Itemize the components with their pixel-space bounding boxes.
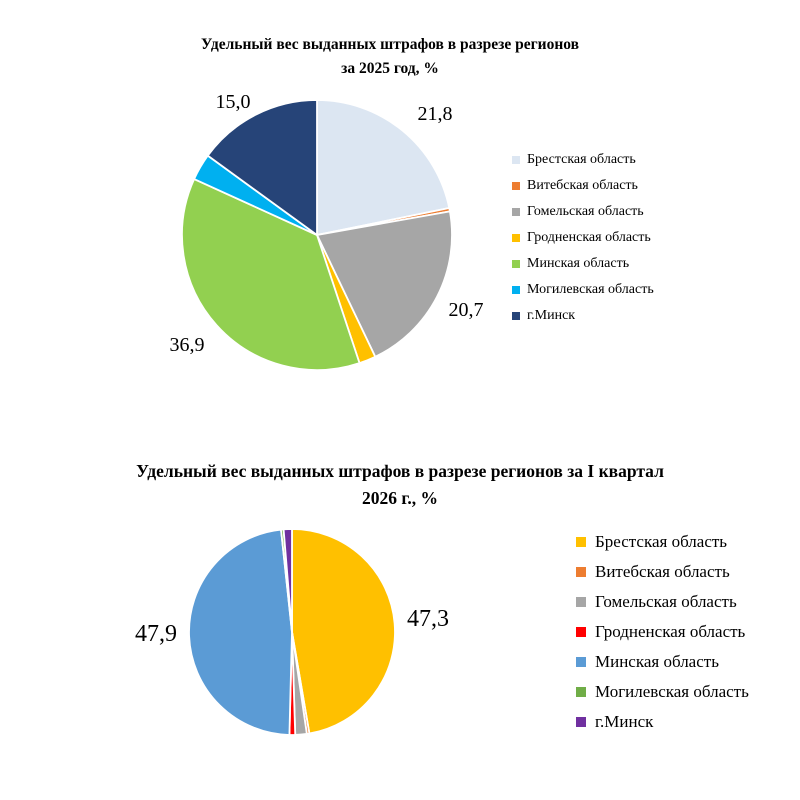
legend-item: г.Минск [512, 303, 654, 329]
legend-item: Гомельская область [512, 199, 654, 225]
legend-label: Витебская область [595, 562, 730, 581]
legend-item: Минская область [576, 647, 749, 677]
legend-label: Гомельская область [595, 592, 737, 611]
legend-item: Гродненская область [576, 617, 749, 647]
pie-slice-5 [181, 178, 361, 371]
legend-marker-icon [512, 286, 520, 294]
legend-label: Гродненская область [527, 230, 651, 245]
pie-slice-3 [316, 210, 453, 358]
legend-item: Витебская область [576, 557, 749, 587]
legend-marker-icon [576, 657, 586, 667]
legend-label: Могилевская область [595, 682, 749, 701]
legend-marker-icon [512, 234, 520, 242]
chart-title-line: Удельный вес выданных штрафов в разрезе … [136, 460, 664, 481]
pie-slice-5 [188, 528, 293, 736]
legend-item: Брестская область [512, 147, 654, 173]
legend-item: Гродненская область [512, 225, 654, 251]
legend-item: Минская область [512, 251, 654, 277]
legend-marker-icon [512, 208, 520, 216]
chart-title-q1-2026: Удельный вес выданных штрафов в разрезе … [50, 458, 750, 512]
pie-q1-2026 [188, 528, 396, 736]
legend-2025: Брестская область Витебская область Гомель… [512, 147, 654, 329]
pie-plot-area-2025 [179, 97, 455, 373]
legend-item: Могилевская область [576, 677, 749, 707]
chart-title-line: Удельный вес выданных штрафов в разрезе … [201, 35, 579, 53]
data-label: 47,9 [135, 621, 177, 647]
pie-slice-7 [206, 99, 318, 236]
legend-marker-icon [576, 627, 586, 637]
legend-marker-icon [576, 717, 586, 727]
legend-marker-icon [576, 537, 586, 547]
legend-item: Могилевская область [512, 277, 654, 303]
legend-item: Брестская область [576, 527, 749, 557]
pie-slice-7 [282, 528, 293, 633]
data-label: 21,8 [417, 103, 453, 125]
legend-marker-icon [576, 567, 586, 577]
legend-label: Брестская область [527, 152, 636, 167]
data-label: 15,0 [215, 91, 251, 113]
legend-label: Минская область [595, 652, 719, 671]
legend-label: г.Минск [595, 712, 654, 731]
legend-label: г.Минск [527, 308, 576, 323]
legend-label: Минская область [527, 256, 630, 271]
legend-label: Гродненская область [595, 622, 746, 641]
legend-label: Могилевская область [527, 282, 654, 297]
legend-item: Гомельская область [576, 587, 749, 617]
legend-marker-icon [576, 687, 586, 697]
legend-marker-icon [576, 597, 586, 607]
pie-2025 [181, 99, 453, 371]
legend-marker-icon [512, 260, 520, 268]
data-label: 36,9 [169, 334, 205, 356]
chart-title-line: 2026 г., % [362, 487, 438, 508]
pie-slice-1 [316, 99, 451, 236]
legend-marker-icon [512, 182, 520, 190]
legend-item: г.Минск [576, 707, 749, 737]
legend-label: Витебская область [527, 178, 638, 193]
legend-label: Брестская область [595, 532, 728, 551]
legend-q1-2026: Брестская область Витебская область Гомель… [576, 527, 749, 737]
pie-slice-1 [291, 528, 396, 735]
chart-title-line: за 2025 год, % [341, 59, 439, 77]
legend-label: Гомельская область [527, 204, 644, 219]
legend-marker-icon [512, 156, 520, 164]
legend-item: Витебская область [512, 173, 654, 199]
data-label: 20,7 [448, 299, 484, 321]
chart-title-2025: Удельный вес выданных штрафов в разрезе … [40, 33, 740, 81]
data-label: 47,3 [407, 606, 449, 632]
pie-plot-area-q1-2026 [187, 527, 397, 737]
legend-marker-icon [512, 312, 520, 320]
